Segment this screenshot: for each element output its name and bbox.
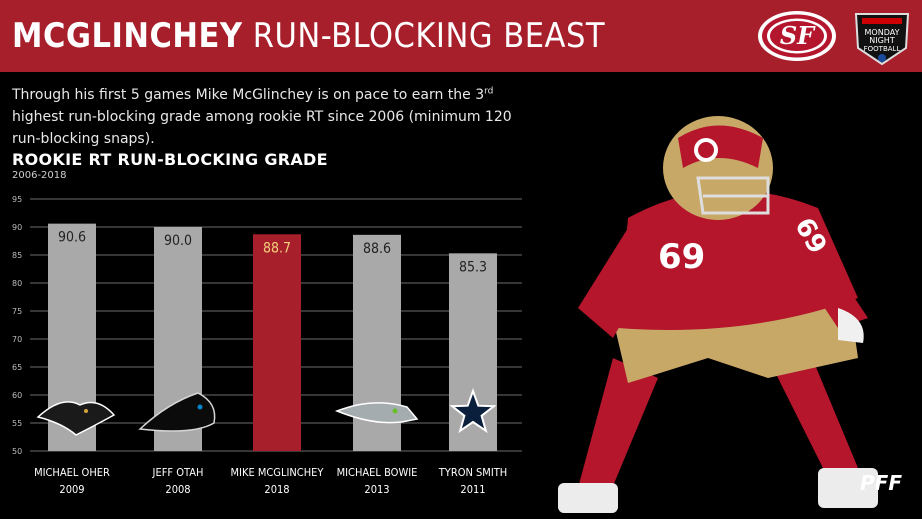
svg-text:NIGHT: NIGHT [869, 36, 895, 45]
intro-text: Through his first 5 games Mike McGlinche… [12, 84, 532, 150]
x-tick-label: MIKE MCGLINCHEY [231, 466, 325, 479]
page-title: MCGLINCHEY RUN-BLOCKING BEAST [12, 8, 605, 64]
x-tick-label: TYRON SMITH [438, 466, 508, 479]
svg-text:69: 69 [658, 237, 705, 277]
y-tick-label: 75 [12, 307, 22, 316]
bar-value-label: 90.0 [164, 233, 192, 249]
y-tick-label: 90 [12, 223, 22, 232]
svg-text:MONDAY: MONDAY [865, 28, 900, 37]
x-tick-year: 2011 [460, 483, 485, 496]
intro-text-sup: rd [484, 86, 494, 97]
bar-chart: 50 55 60 65 70 75 80 85 90 95 90.6 MICHAEL OHER 2009… [12, 195, 522, 496]
intro-text-part1: Through his first 5 games Mike McGlinche… [12, 87, 485, 103]
x-tick-year: 2008 [165, 483, 190, 496]
x-tick-label: JEFF OTAH [152, 466, 204, 479]
seahawks-icon [334, 402, 419, 424]
bar-value-label: 90.6 [58, 230, 86, 246]
y-tick-label: 55 [12, 419, 22, 428]
y-tick-label: 95 [12, 195, 22, 204]
football-player-icon: 69 69 [558, 116, 878, 513]
y-tick-label: 80 [12, 279, 22, 288]
49ers-logo-icon: SF [758, 11, 836, 61]
y-tick-label: 50 [12, 447, 22, 456]
chart-subtitle: 2006-2018 [12, 170, 67, 181]
x-tick-year: 2018 [264, 483, 289, 496]
bar [253, 234, 301, 451]
y-tick-label: 70 [12, 335, 22, 344]
intro-text-part2: highest run-blocking grade among rookie … [12, 109, 512, 147]
svg-text:FOOTBALL: FOOTBALL [864, 45, 901, 53]
bar-value-label: 88.7 [263, 240, 291, 256]
title-light: RUN-BLOCKING BEAST [252, 16, 606, 56]
pff-logo-icon: PFF [860, 471, 902, 495]
chart-title: ROOKIE RT RUN-BLOCKING GRADE [12, 150, 328, 169]
title-bold: MCGLINCHEY [12, 16, 243, 56]
svg-text:SF: SF [780, 21, 816, 50]
x-tick-year: 2009 [59, 483, 84, 496]
x-tick-label: MICHAEL BOWIE [337, 466, 418, 479]
bar-value-label: 85.3 [459, 259, 487, 275]
header-banner: MCGLINCHEY RUN-BLOCKING BEAST SF MONDAY … [0, 0, 922, 72]
cowboys-star-icon [449, 388, 497, 434]
panthers-icon [138, 392, 216, 432]
y-tick-label: 85 [12, 251, 22, 260]
x-tick-year: 2013 [364, 483, 389, 496]
x-tick-label: MICHAEL OHER [34, 466, 110, 479]
y-tick-label: 60 [12, 391, 22, 400]
bar-value-label: 88.6 [363, 241, 391, 257]
monday-night-football-logo-icon: MONDAY NIGHT FOOTBALL [854, 13, 910, 66]
pff-logo-text: PFF [860, 471, 902, 495]
y-tick-label: 65 [12, 363, 22, 372]
ravens-icon [36, 401, 116, 436]
